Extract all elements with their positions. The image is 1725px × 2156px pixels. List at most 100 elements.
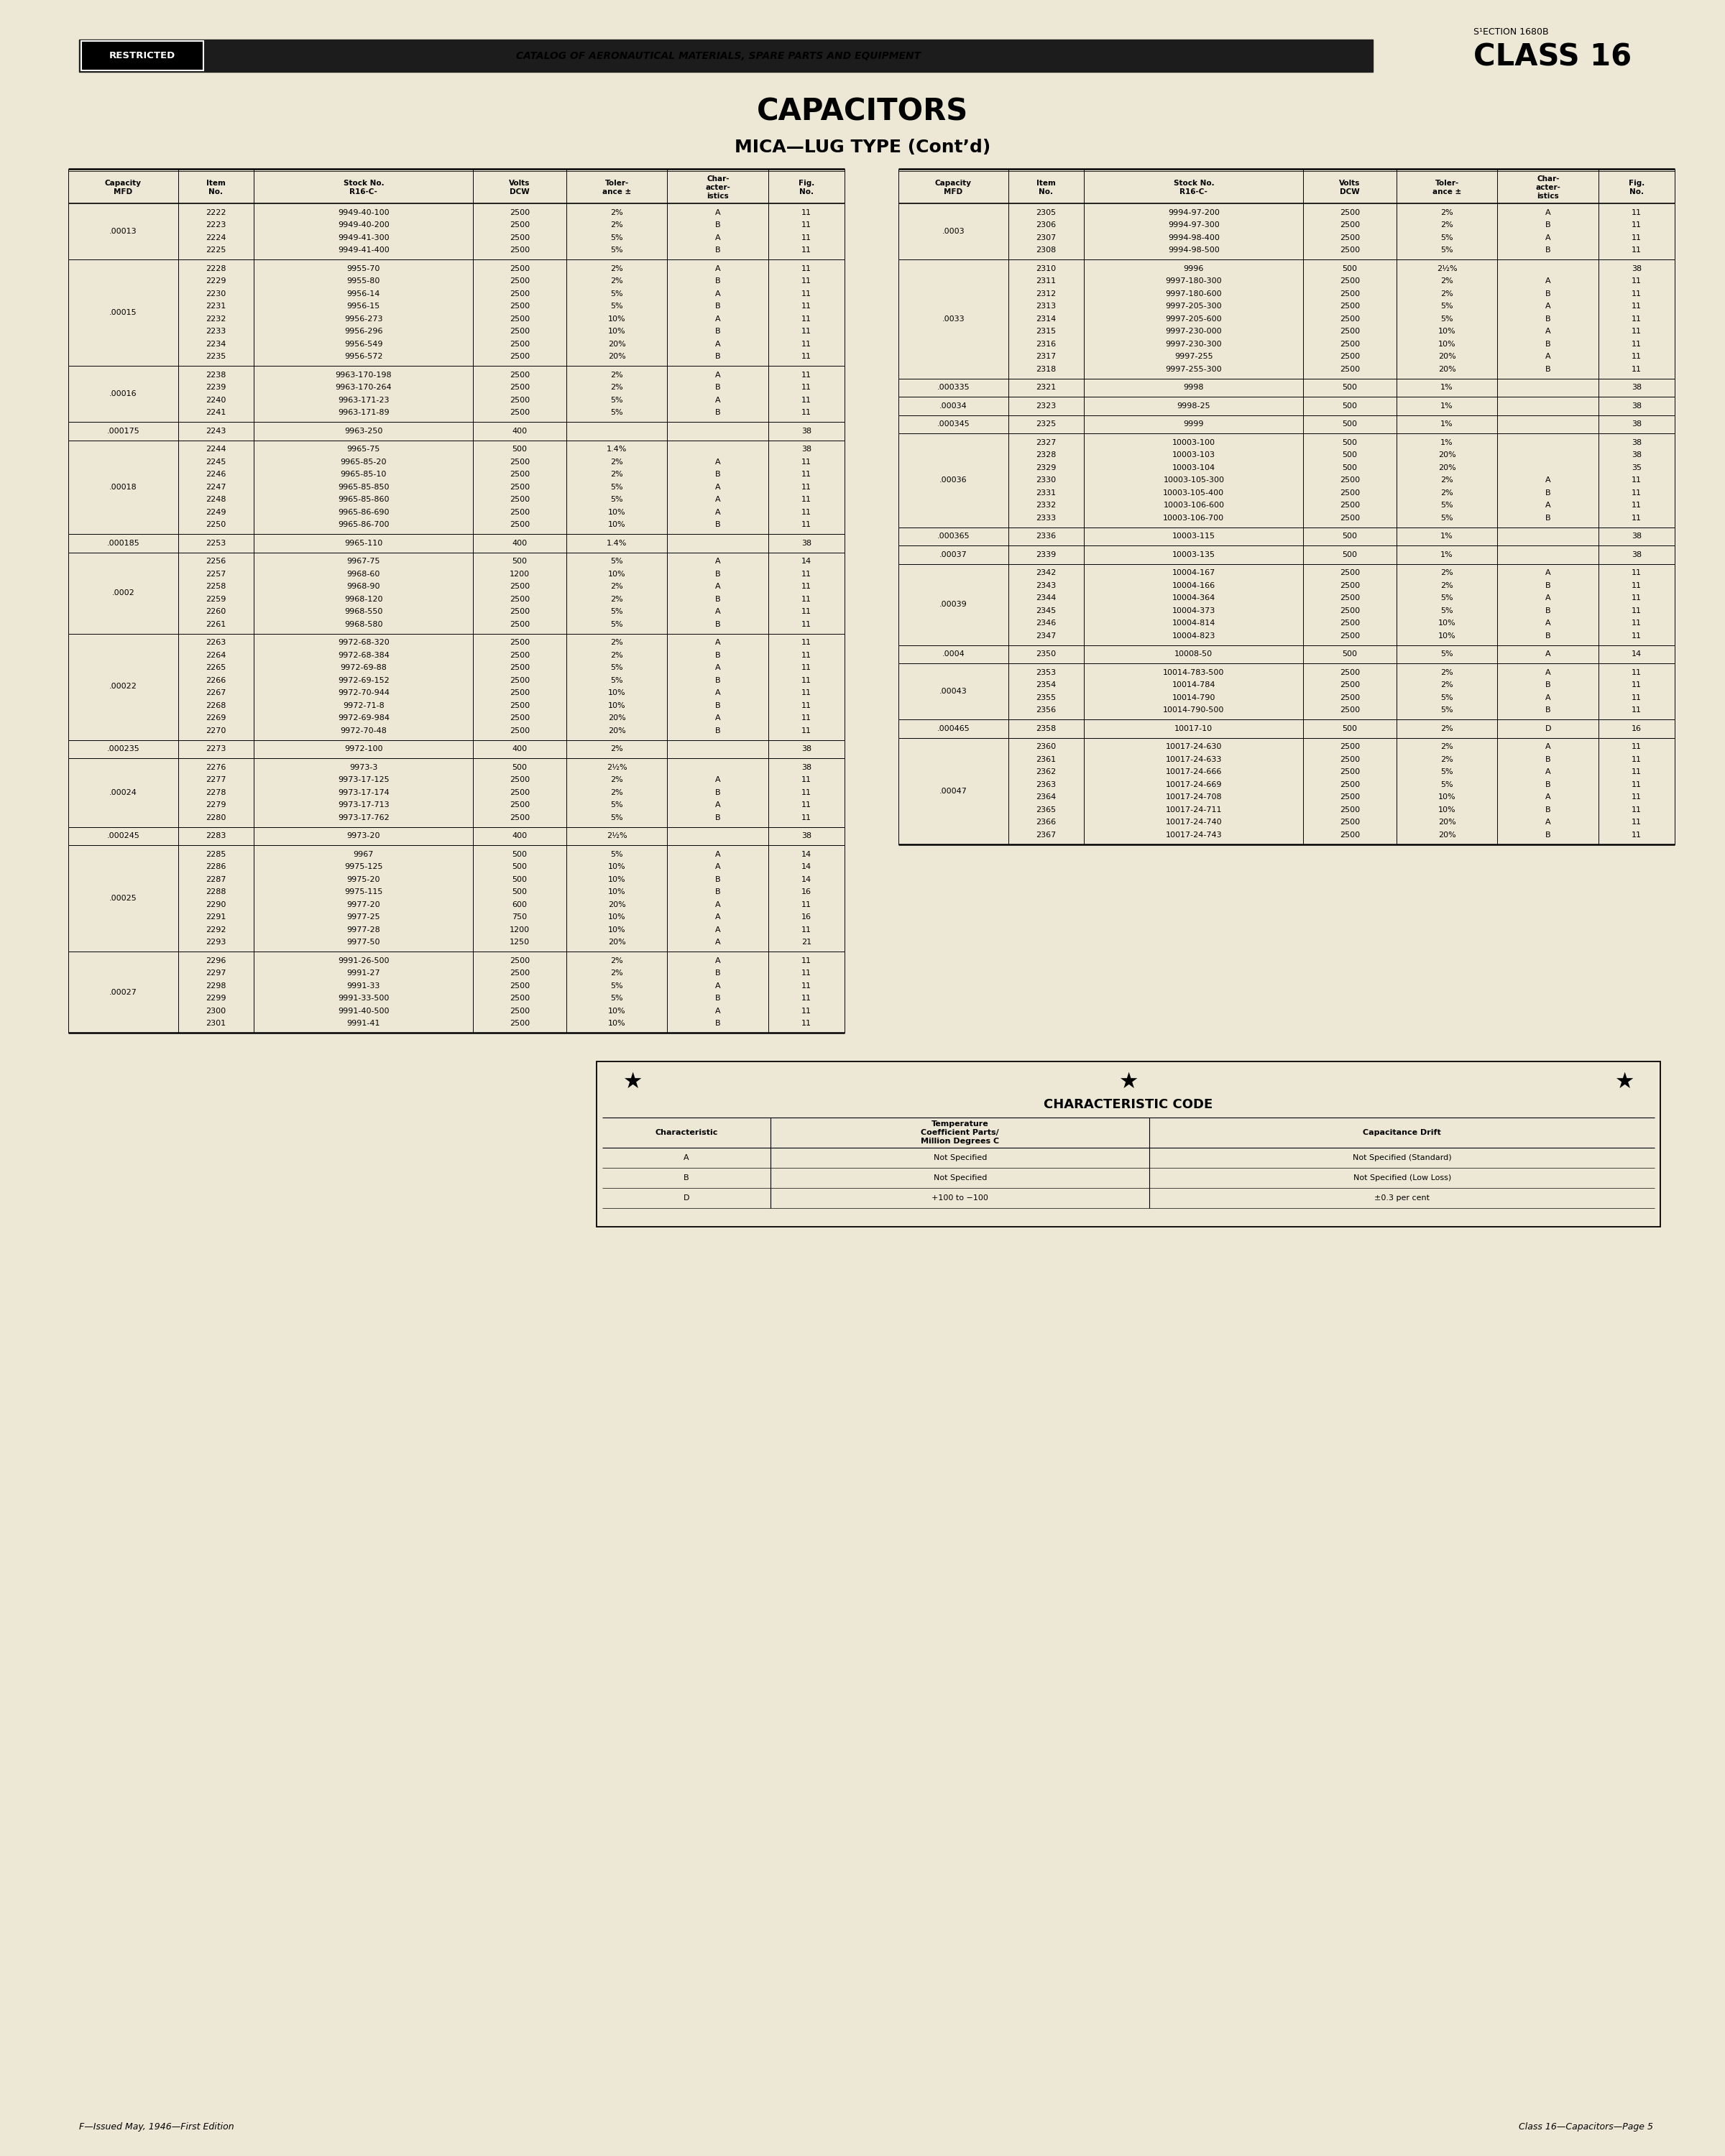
Text: A: A xyxy=(716,927,721,934)
Text: 500: 500 xyxy=(512,875,528,884)
Text: 10004-364: 10004-364 xyxy=(1171,595,1216,602)
Text: 2500: 2500 xyxy=(1340,354,1359,360)
Text: 2265: 2265 xyxy=(205,664,226,671)
Text: 2500: 2500 xyxy=(1340,315,1359,323)
Text: A: A xyxy=(716,582,721,591)
Text: 9965-85-20: 9965-85-20 xyxy=(340,459,386,466)
Text: 5%: 5% xyxy=(1440,235,1452,241)
Text: B: B xyxy=(1546,806,1551,813)
Text: 11: 11 xyxy=(1632,354,1642,360)
Text: 400: 400 xyxy=(512,539,528,548)
Text: 11: 11 xyxy=(802,1020,811,1026)
Text: A: A xyxy=(1546,768,1551,776)
Text: 38: 38 xyxy=(1632,552,1642,558)
Text: CLASS 16: CLASS 16 xyxy=(1473,43,1632,73)
Text: 9965-86-700: 9965-86-700 xyxy=(338,522,390,528)
Text: 10014-783-500: 10014-783-500 xyxy=(1163,668,1225,677)
Text: 11: 11 xyxy=(802,714,811,722)
Bar xyxy=(79,39,1373,71)
Text: 20%: 20% xyxy=(1439,354,1456,360)
Text: 9967: 9967 xyxy=(354,852,374,858)
Text: 11: 11 xyxy=(802,278,811,285)
Text: A: A xyxy=(1546,476,1551,483)
Text: 10003-104: 10003-104 xyxy=(1173,464,1216,472)
Text: 500: 500 xyxy=(512,888,528,895)
Text: 11: 11 xyxy=(1632,744,1642,750)
Text: 9973-17-174: 9973-17-174 xyxy=(338,789,390,796)
Text: 11: 11 xyxy=(802,410,811,416)
Text: B: B xyxy=(716,246,721,254)
Text: 2%: 2% xyxy=(611,582,623,591)
Text: 11: 11 xyxy=(802,638,811,647)
Text: Characteristic: Characteristic xyxy=(656,1130,718,1136)
Text: 2290: 2290 xyxy=(205,901,226,908)
Text: 5%: 5% xyxy=(1440,780,1452,789)
Text: 11: 11 xyxy=(802,315,811,323)
Text: A: A xyxy=(716,291,721,298)
Text: 10017-24-743: 10017-24-743 xyxy=(1166,832,1221,839)
Text: .0004: .0004 xyxy=(942,651,964,658)
Text: 9949-41-400: 9949-41-400 xyxy=(338,246,390,254)
Text: 2367: 2367 xyxy=(1037,832,1056,839)
Text: 2321: 2321 xyxy=(1037,384,1056,390)
Text: 20%: 20% xyxy=(1439,367,1456,373)
Text: 2%: 2% xyxy=(1440,681,1452,688)
Text: 2500: 2500 xyxy=(509,328,530,334)
Text: 11: 11 xyxy=(802,789,811,796)
Text: 9968-120: 9968-120 xyxy=(345,595,383,604)
Text: 9965-110: 9965-110 xyxy=(345,539,383,548)
Text: Stock No.
R16-C-: Stock No. R16-C- xyxy=(343,179,385,196)
Text: A: A xyxy=(716,509,721,515)
Text: 2500: 2500 xyxy=(1340,278,1359,285)
Text: 2500: 2500 xyxy=(1340,476,1359,483)
Bar xyxy=(597,1061,1659,1227)
Text: 2330: 2330 xyxy=(1037,476,1056,483)
Text: 2288: 2288 xyxy=(205,888,226,895)
Text: 400: 400 xyxy=(512,746,528,752)
Text: 2344: 2344 xyxy=(1037,595,1056,602)
Text: 11: 11 xyxy=(802,776,811,783)
Text: 2500: 2500 xyxy=(509,621,530,627)
Text: 2311: 2311 xyxy=(1037,278,1056,285)
Text: 5%: 5% xyxy=(1440,502,1452,509)
Text: 9997-255-300: 9997-255-300 xyxy=(1166,367,1221,373)
Text: A: A xyxy=(1546,793,1551,800)
Text: 2500: 2500 xyxy=(1340,515,1359,522)
Text: 2%: 2% xyxy=(611,638,623,647)
Text: B: B xyxy=(716,354,721,360)
Text: 5%: 5% xyxy=(611,621,623,627)
Text: B: B xyxy=(1546,681,1551,688)
Text: 9997-230-300: 9997-230-300 xyxy=(1166,341,1221,347)
Text: 10%: 10% xyxy=(607,315,626,323)
Text: 11: 11 xyxy=(802,608,811,614)
Text: 10%: 10% xyxy=(607,1020,626,1026)
Text: 11: 11 xyxy=(1632,315,1642,323)
Text: 2500: 2500 xyxy=(509,1020,530,1026)
Text: ★: ★ xyxy=(623,1072,642,1091)
Text: 9956-15: 9956-15 xyxy=(347,302,380,310)
Text: 10%: 10% xyxy=(607,875,626,884)
Text: 9975-125: 9975-125 xyxy=(345,862,383,871)
Text: 2500: 2500 xyxy=(509,664,530,671)
Text: Stock No.
R16-C-: Stock No. R16-C- xyxy=(1173,179,1214,196)
Text: 9977-28: 9977-28 xyxy=(347,927,381,934)
Text: 14: 14 xyxy=(802,862,812,871)
Text: 2366: 2366 xyxy=(1037,819,1056,826)
Text: B: B xyxy=(1546,315,1551,323)
Text: 2256: 2256 xyxy=(205,558,226,565)
Text: 2333: 2333 xyxy=(1037,515,1056,522)
Text: B: B xyxy=(1546,707,1551,714)
Text: 9999: 9999 xyxy=(1183,420,1204,427)
Text: 9972-69-984: 9972-69-984 xyxy=(338,714,390,722)
Text: 2500: 2500 xyxy=(1340,569,1359,576)
Text: A: A xyxy=(716,983,721,990)
Text: 11: 11 xyxy=(802,815,811,821)
Text: .00047: .00047 xyxy=(940,787,968,796)
Text: A: A xyxy=(716,862,721,871)
Text: 11: 11 xyxy=(802,802,811,808)
Text: 2222: 2222 xyxy=(205,209,226,216)
Text: A: A xyxy=(716,901,721,908)
Text: 2500: 2500 xyxy=(509,815,530,821)
Text: 35: 35 xyxy=(1632,464,1642,472)
Text: 2325: 2325 xyxy=(1037,420,1056,427)
